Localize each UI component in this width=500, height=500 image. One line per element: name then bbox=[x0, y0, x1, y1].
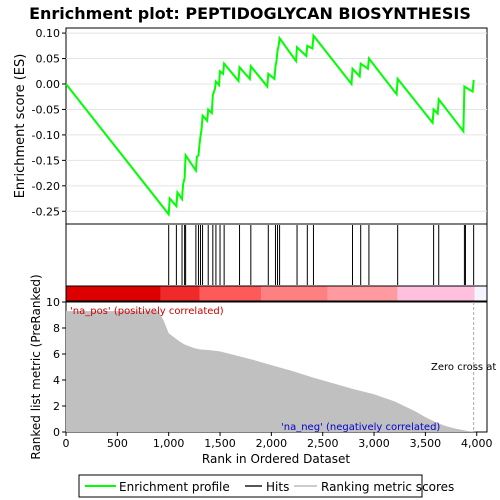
heatbar-segment bbox=[328, 286, 398, 301]
es-y-tick-label: -0.10 bbox=[32, 129, 60, 142]
x-tick-label: 0 bbox=[63, 437, 70, 450]
legend-item-profile: Enrichment profile bbox=[119, 480, 230, 494]
es-y-tick-label: 0.10 bbox=[36, 27, 61, 40]
ranked-y-tick-label: 4 bbox=[53, 374, 60, 387]
ranked-y-tick-label: 2 bbox=[53, 400, 60, 413]
heatbar-segment bbox=[66, 286, 160, 301]
ranking-heatbar bbox=[66, 286, 487, 301]
es-y-tick-label: -0.25 bbox=[32, 205, 60, 218]
es-y-tick-label: 0.00 bbox=[36, 78, 61, 91]
ranked-y-tick-label: 8 bbox=[53, 322, 60, 335]
x-tick-label: 4,000 bbox=[461, 437, 493, 450]
x-tick-label: 1,500 bbox=[204, 437, 236, 450]
zero-cross-label: Zero cross at 3 bbox=[431, 362, 500, 373]
es-y-ticks: 0.10 0.05 0.00 -0.05 -0.10 -0.15 -0.20 -0.25 bbox=[32, 27, 66, 218]
es-ylabel: Enrichment score (ES) bbox=[13, 54, 28, 199]
x-tick-label: 3,500 bbox=[410, 437, 442, 450]
es-y-tick-label: -0.05 bbox=[32, 103, 60, 116]
ranked-y-tick-label: 6 bbox=[53, 348, 60, 361]
positive-correlation-label: 'na_pos' (positively correlated) bbox=[70, 306, 224, 317]
heatbar-segment bbox=[199, 286, 261, 301]
legend-item-ranking: Ranking metric scores bbox=[321, 480, 454, 494]
legend: Enrichment profile Hits Ranking metric s… bbox=[79, 475, 454, 497]
es-y-tick-label: -0.15 bbox=[32, 154, 60, 167]
ranked-y-ticks: 0 2 4 6 8 10 bbox=[46, 296, 66, 439]
heatbar-segment bbox=[261, 286, 328, 301]
ranked-y-tick-label: 0 bbox=[53, 426, 60, 439]
hits-panel-frame bbox=[66, 224, 487, 286]
chart-title: Enrichment plot: PEPTIDOGLYCAN BIOSYNTHE… bbox=[29, 4, 471, 23]
x-tick-label: 2,500 bbox=[307, 437, 339, 450]
heatbar-segment bbox=[475, 286, 487, 301]
x-tick-label: 500 bbox=[107, 437, 128, 450]
x-tick-label: 1,000 bbox=[153, 437, 185, 450]
legend-item-hits: Hits bbox=[266, 480, 289, 494]
negative-correlation-label: 'na_neg' (negatively correlated) bbox=[281, 422, 440, 433]
es-y-tick-label: 0.05 bbox=[36, 53, 61, 66]
x-axis-label: Rank in Ordered Dataset bbox=[202, 452, 350, 466]
x-axis-ticks: 0 500 1,000 1,500 2,000 2,500 3,000 3,500 4,000 bbox=[63, 432, 493, 450]
ranked-ylabel: Ranked list metric (PreRanked) bbox=[29, 274, 43, 459]
es-y-tick-label: -0.20 bbox=[32, 180, 60, 193]
x-tick-label: 3,000 bbox=[358, 437, 390, 450]
heatbar-segment bbox=[160, 286, 199, 301]
ranked-y-tick-label: 10 bbox=[46, 296, 60, 309]
x-tick-label: 2,000 bbox=[256, 437, 288, 450]
heatbar-segment bbox=[398, 286, 475, 301]
